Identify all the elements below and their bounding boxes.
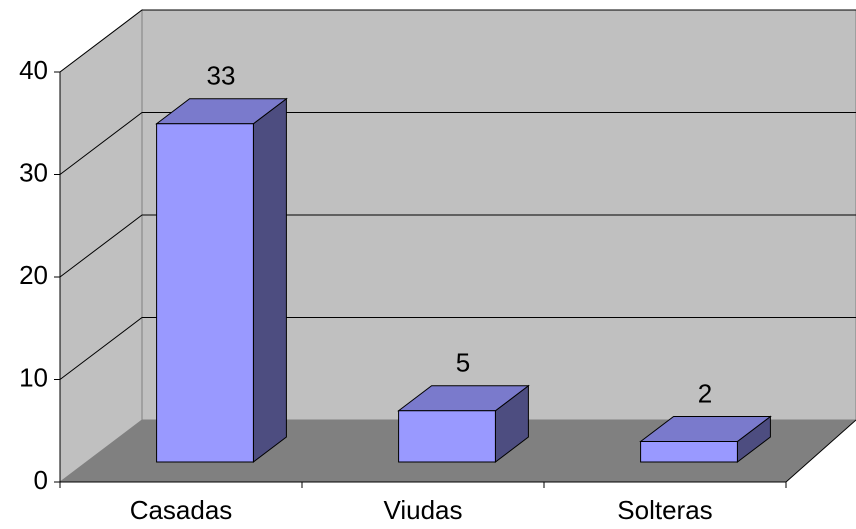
x-tick-label: Casadas: [130, 495, 233, 525]
value-label: 33: [207, 61, 236, 91]
y-tick-label: 20: [19, 260, 48, 290]
grid-line: [59, 214, 856, 278]
grid-line: [59, 112, 856, 175]
value-label: 5: [456, 348, 470, 378]
x-tick-label: Viudas: [383, 495, 462, 525]
grid-line: [59, 317, 856, 380]
value-label: 2: [698, 378, 712, 408]
bar: [640, 441, 738, 463]
y-tick-label: 10: [19, 362, 48, 392]
floor-edge: [785, 419, 856, 483]
bar: [156, 123, 254, 463]
grid-line: [59, 9, 856, 73]
y-tick-label: 30: [19, 157, 48, 187]
bar-side: [252, 97, 287, 464]
bar: [398, 410, 496, 463]
x-tick-label: Solteras: [617, 495, 712, 525]
y-tick-label: 0: [34, 465, 48, 495]
y-tick-label: 40: [19, 55, 48, 85]
